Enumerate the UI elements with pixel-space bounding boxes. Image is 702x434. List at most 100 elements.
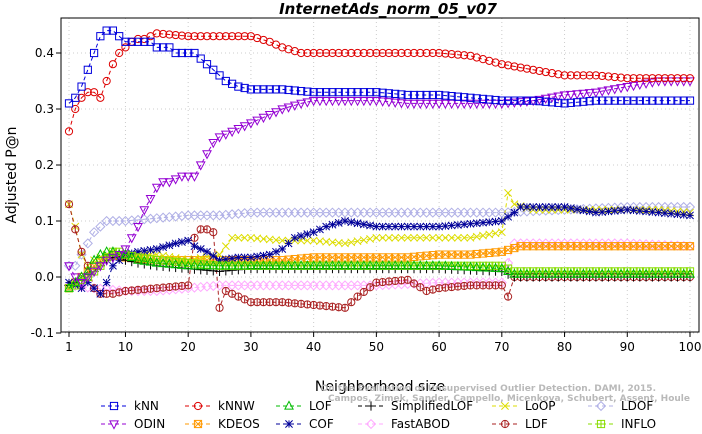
data-point [522,64,532,73]
data-point [234,253,243,262]
legend-item-odin: ODIN [101,417,165,431]
legend-marker [365,418,377,430]
data-point [547,268,557,278]
legend-item-ldf: LDF [492,417,548,431]
data-point [347,48,356,58]
data-point [678,268,689,278]
data-point [572,71,582,80]
data-point [465,261,476,271]
data-point [328,88,337,97]
x-tick-label: 30 [243,340,258,354]
data-point [402,260,413,270]
data-point [215,303,224,312]
data-point [554,70,563,79]
data-point [170,259,181,269]
data-point [221,76,230,86]
data-point [133,254,143,264]
data-point [591,71,601,80]
data-point [428,48,437,58]
data-point [641,74,651,83]
data-point [96,93,105,102]
data-point [64,200,74,209]
data-point [397,233,406,242]
data-point [353,48,362,58]
data-point [259,85,268,94]
data-point [397,276,406,285]
data-point [685,74,695,83]
data-point [165,241,174,250]
data-point [365,97,376,107]
data-point [233,125,244,135]
data-point [108,26,118,35]
data-point [378,88,387,97]
legend-label: kNNW [218,399,255,413]
data-point [654,74,663,83]
data-point [566,98,575,107]
data-point [679,96,688,105]
data-point [327,97,338,107]
data-point [478,281,488,290]
data-point [496,262,507,273]
data-point [140,37,149,46]
data-point [585,97,594,106]
legend-marker [193,419,203,429]
data-point [102,278,111,287]
data-point [347,238,356,247]
data-point [328,302,337,311]
data-point [314,97,325,107]
data-point [391,222,400,231]
data-point [603,268,614,278]
data-point [515,268,526,278]
data-point [245,260,256,270]
data-point [290,86,299,95]
data-point [70,276,81,287]
data-point [102,76,111,86]
data-point [522,203,531,211]
legend-item-ldof: LDOF [588,399,653,413]
data-point [547,69,557,78]
data-point [598,71,607,81]
data-point [460,93,469,102]
data-point [227,32,237,41]
data-point [572,268,583,278]
data-point [322,237,331,246]
data-point [196,245,205,253]
data-point [70,273,81,283]
data-point [628,81,639,92]
data-point [391,48,400,58]
data-point [214,133,225,143]
legend-marker [366,401,376,411]
data-point [535,66,544,76]
data-point [447,92,456,101]
data-point [590,268,601,278]
data-point [616,96,626,105]
data-point [120,245,131,255]
data-point [139,206,150,216]
data-point [184,48,193,58]
data-point [667,74,676,83]
data-point [303,236,312,245]
data-point [352,260,363,270]
data-point [352,97,363,107]
data-point [371,260,382,270]
data-point [472,232,481,241]
data-point [428,222,437,231]
data-point [328,238,337,247]
y-tick-label: 0.1 [35,214,54,228]
data-point [573,205,582,214]
data-point [77,247,86,256]
data-point [83,65,92,74]
data-point [102,26,111,35]
data-point [479,218,487,227]
data-point [239,260,250,270]
data-point [83,88,92,97]
data-point [528,268,539,278]
data-point [152,245,161,253]
data-point [383,260,394,270]
data-point [259,234,268,243]
data-point [309,300,318,310]
data-point [114,251,125,261]
data-point [565,268,576,278]
data-point [158,178,169,188]
legend-marker [500,419,510,429]
